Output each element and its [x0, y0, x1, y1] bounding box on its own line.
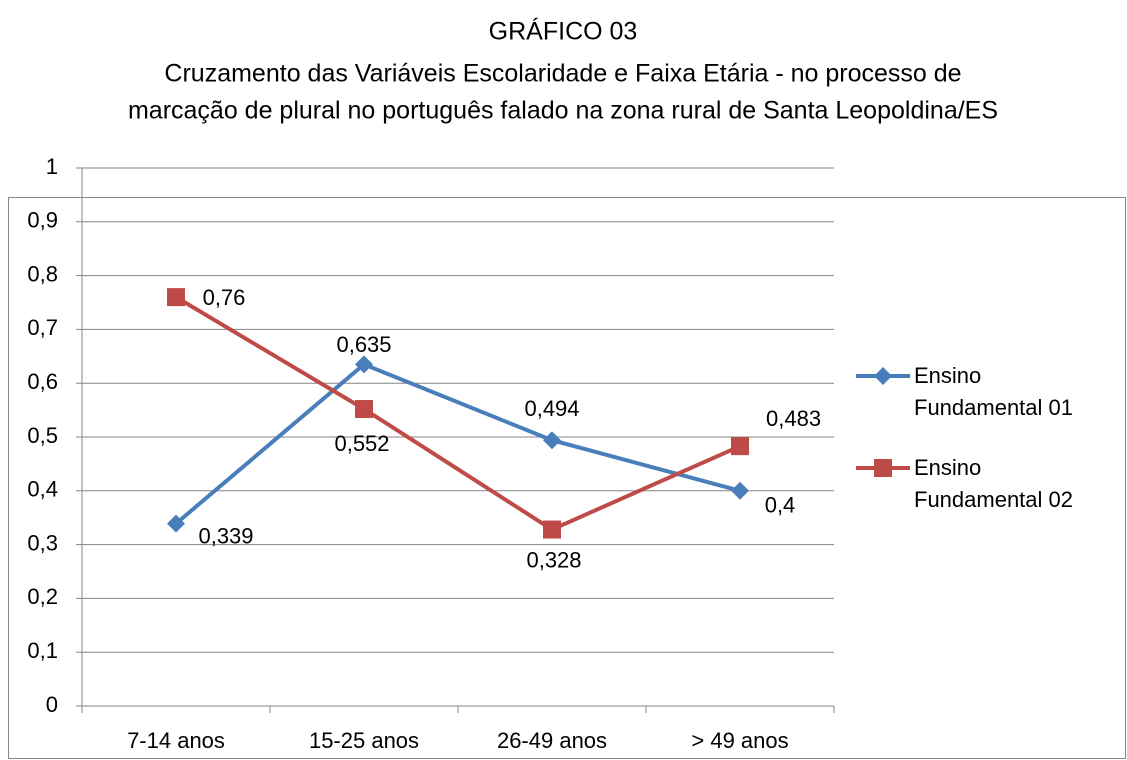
marker: [355, 400, 373, 419]
y-tick-label: 0,9: [27, 208, 58, 233]
y-tick-label: 0: [46, 692, 58, 717]
y-tick-label: 0,5: [27, 423, 58, 448]
x-tick-label: 26-49 anos: [497, 728, 607, 753]
marker: [731, 481, 749, 500]
x-tick-label: > 49 anos: [691, 728, 788, 753]
data-label: 0,483: [766, 406, 821, 431]
legend-label: Ensino Fundamental 02: [914, 455, 1073, 512]
data-label: 0,328: [526, 547, 581, 572]
legend-label: Ensino Fundamental 01: [914, 363, 1073, 420]
data-label: 0,339: [198, 523, 253, 548]
y-tick-label: 0,4: [27, 477, 58, 502]
data-label: 0,76: [203, 285, 246, 310]
y-tick-label: 0,1: [27, 638, 58, 663]
y-tick-label: 0,7: [27, 315, 58, 340]
y-tick-label: 0,2: [27, 584, 58, 609]
chart-title: GRÁFICO 03: [489, 17, 638, 46]
data-label: 0,494: [524, 396, 579, 421]
marker: [167, 288, 185, 307]
series-line: [174, 295, 741, 532]
y-tick-label: 0,8: [27, 261, 58, 286]
x-tick-label: 15-25 anos: [309, 728, 419, 753]
y-tick-label: 0,3: [27, 530, 58, 555]
y-tick-label: 0,6: [27, 369, 58, 394]
marker: [543, 520, 561, 539]
data-label: 0,4: [765, 493, 796, 518]
legend-marker: [874, 459, 892, 477]
y-tick-label: 1: [46, 154, 58, 179]
marker: [543, 431, 561, 450]
data-label: 0,635: [336, 332, 391, 357]
marker: [355, 355, 373, 374]
marker: [167, 514, 185, 533]
chart-subtitle: marcação de plural no português falado n…: [128, 97, 998, 125]
data-label: 0,552: [334, 431, 389, 456]
series-line: [174, 362, 741, 526]
chart-subtitle: Cruzamento das Variáveis Escolaridade e …: [164, 60, 961, 88]
legend-marker: [874, 367, 892, 385]
chart-frame: [8, 197, 1126, 759]
marker: [731, 437, 749, 456]
x-tick-label: 7-14 anos: [127, 728, 225, 753]
